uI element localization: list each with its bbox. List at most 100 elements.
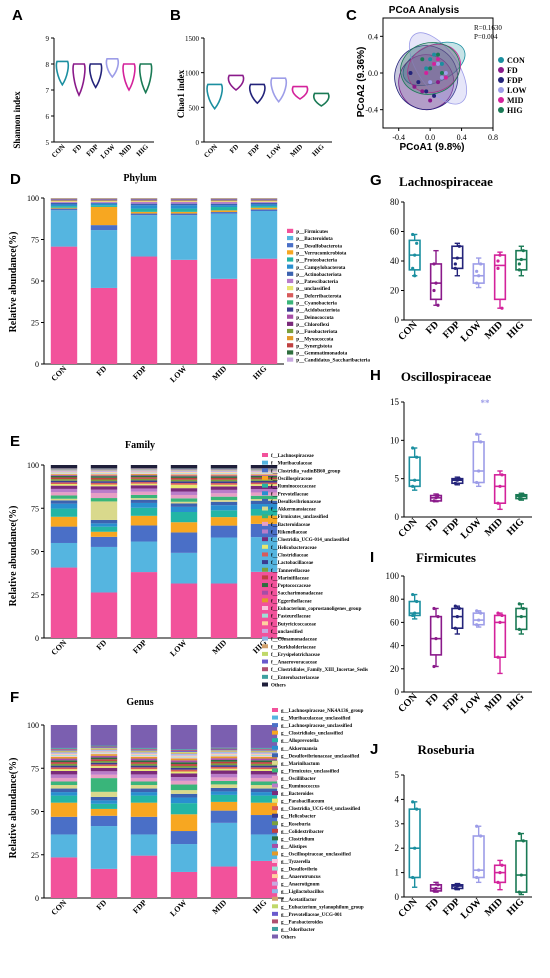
panel-e-bar-segment [210, 583, 238, 638]
panel-f-bar-segment [130, 777, 158, 782]
panel-f-bar-segment [130, 748, 158, 750]
panel-f-bar-segment [170, 814, 198, 832]
panel-f-legend-swatch [272, 859, 278, 863]
panel-f-bar-segment [130, 756, 158, 759]
panel-d-legend-label: p__Cyanobacteria [296, 301, 337, 307]
panel-e-bar-segment [210, 472, 238, 474]
panel-i-point [432, 664, 436, 669]
panel-e-bar-segment [210, 483, 238, 485]
panel-c-xtick-label: -0.4 [392, 133, 405, 142]
panel-e-bar-segment [250, 489, 278, 493]
panel-f-bar-segment [50, 725, 78, 748]
panel-e-legend-swatch [262, 636, 268, 641]
panel-e-bar-segment [50, 474, 78, 475]
panel-e-bar-segment [50, 500, 78, 504]
panel-f-bar-segment [50, 750, 78, 752]
panel-d-bar-segment [50, 201, 78, 202]
panel-j-point [453, 886, 457, 891]
panel-e-legend-swatch [262, 544, 268, 549]
panel-b-violin-low [270, 77, 288, 104]
panel-f-bar-segment [250, 756, 278, 759]
panel-b-violin-fdp [248, 83, 266, 105]
panel-f-bar-segment [130, 774, 158, 778]
panel-e-bar-segment [170, 481, 198, 484]
panel-f-legend-label: g__Odoribacter [281, 928, 316, 933]
panel-e-bar-segment [90, 471, 118, 472]
panel-j-box-low [472, 835, 485, 879]
panel-e-bar-segment [210, 496, 238, 501]
panel-f-bar-segment [130, 751, 158, 753]
panel-h-ytick-label: 5 [395, 474, 400, 484]
panel-f-bar-segment [130, 792, 158, 796]
panel-f-legend-swatch [272, 821, 278, 826]
panel-e-legend-swatch [262, 514, 268, 519]
panel-h-point [457, 477, 461, 481]
panel-f-bar-segment [50, 754, 78, 756]
panel-j-box-con [408, 808, 421, 879]
panel-e-legend-swatch [262, 674, 268, 679]
panel-d-legend-label: p__Myxococcota [296, 336, 334, 342]
panel-e-legend-label: f__Marinifilaceae [271, 576, 310, 581]
panel-j-xtick-label: FD [424, 896, 441, 913]
panel-f-legend-swatch [272, 911, 278, 916]
panel-e-bar-segment [170, 475, 198, 477]
panel-d-bar-segment [170, 208, 198, 212]
panel-f-bar-segment [250, 758, 278, 761]
panel-g-point [432, 288, 436, 293]
panel-e-legend-label: f__Helicobacteraceae [271, 546, 317, 551]
panel-e-bar-segment [170, 477, 198, 480]
panel-f-legend-label: Others [281, 936, 296, 941]
panel-f-bar-segment [130, 816, 158, 835]
panel-e-bar-segment [170, 491, 198, 495]
panel-e-legend-label: f__Butyricicoccaceae [271, 622, 317, 627]
panel-g-point [411, 266, 415, 270]
panel-c-point-fdp [416, 80, 421, 85]
panel-h-point [477, 469, 481, 473]
panel-d-ylabel: Relative abundance(%) [8, 232, 19, 333]
panel-d-legend-swatch [287, 343, 294, 348]
panel-f-legend-swatch [272, 738, 278, 743]
panel-f-bar-segment [90, 868, 118, 898]
panel-e-bar-segment [170, 472, 198, 474]
panel-f-bar-segment [90, 771, 118, 775]
panel-e-bar-segment [250, 474, 278, 476]
panel-f-legend-swatch [272, 851, 278, 856]
panel-f-bar-segment [170, 773, 198, 778]
panel-e-bar-segment [90, 546, 118, 593]
panel-c-stat-r: R=0.1630 [474, 24, 502, 32]
panel-i-point [496, 655, 500, 659]
panel-d-legend-swatch [287, 264, 294, 269]
panel-e-bar-segment [90, 519, 118, 524]
panel-d-legend-swatch [287, 328, 294, 334]
panel-e-legend-label: f__Clostridia_vadinBB60_group [271, 469, 341, 474]
panel-j-xtick-label: LOW [459, 896, 484, 921]
panel-g-point [477, 274, 481, 278]
panel-d-legend-label: p__unclassified [296, 286, 330, 292]
panel-d-phylum: Phylum Relative abundance(%) 0 25 50 75 100 C… [8, 173, 370, 384]
panel-e-bar-segment [210, 477, 238, 480]
panel-d-bar-segment [50, 246, 78, 364]
panel-f-bar-segment [250, 725, 278, 748]
panel-d-legend-swatch [287, 293, 294, 298]
panel-d-legend-label: p__Desulfobacterota [296, 243, 342, 249]
panel-f-bar-segment [210, 768, 238, 771]
panel-f-bar-segment [170, 831, 198, 845]
panel-e-legend-swatch [262, 560, 268, 565]
panel-i-ytick-label: 80 [390, 594, 400, 604]
panel-f-bar-segment [210, 766, 238, 769]
panel-c-point-fd [436, 80, 440, 85]
panel-i-point [498, 620, 502, 625]
panel-f-bar-segment [90, 754, 118, 756]
panel-f-legend-label: g__Desulfovibrio [281, 868, 318, 873]
panel-c-point-low [439, 75, 444, 80]
panel-f-bar-segment [170, 793, 198, 798]
panel-e-legend-swatch [262, 529, 268, 534]
panel-f-bar-segment [210, 822, 238, 867]
panel-a-ytick-label: 8 [46, 61, 50, 69]
panel-f-legend-swatch [272, 791, 278, 796]
panel-f-ylabel: Relative abundance(%) [8, 758, 19, 859]
panel-e-bar-segment [170, 511, 198, 523]
panel-j-ytick-label: 4 [395, 794, 400, 804]
panel-f-bar-segment [50, 758, 78, 761]
panel-e-legend-swatch [262, 483, 268, 488]
